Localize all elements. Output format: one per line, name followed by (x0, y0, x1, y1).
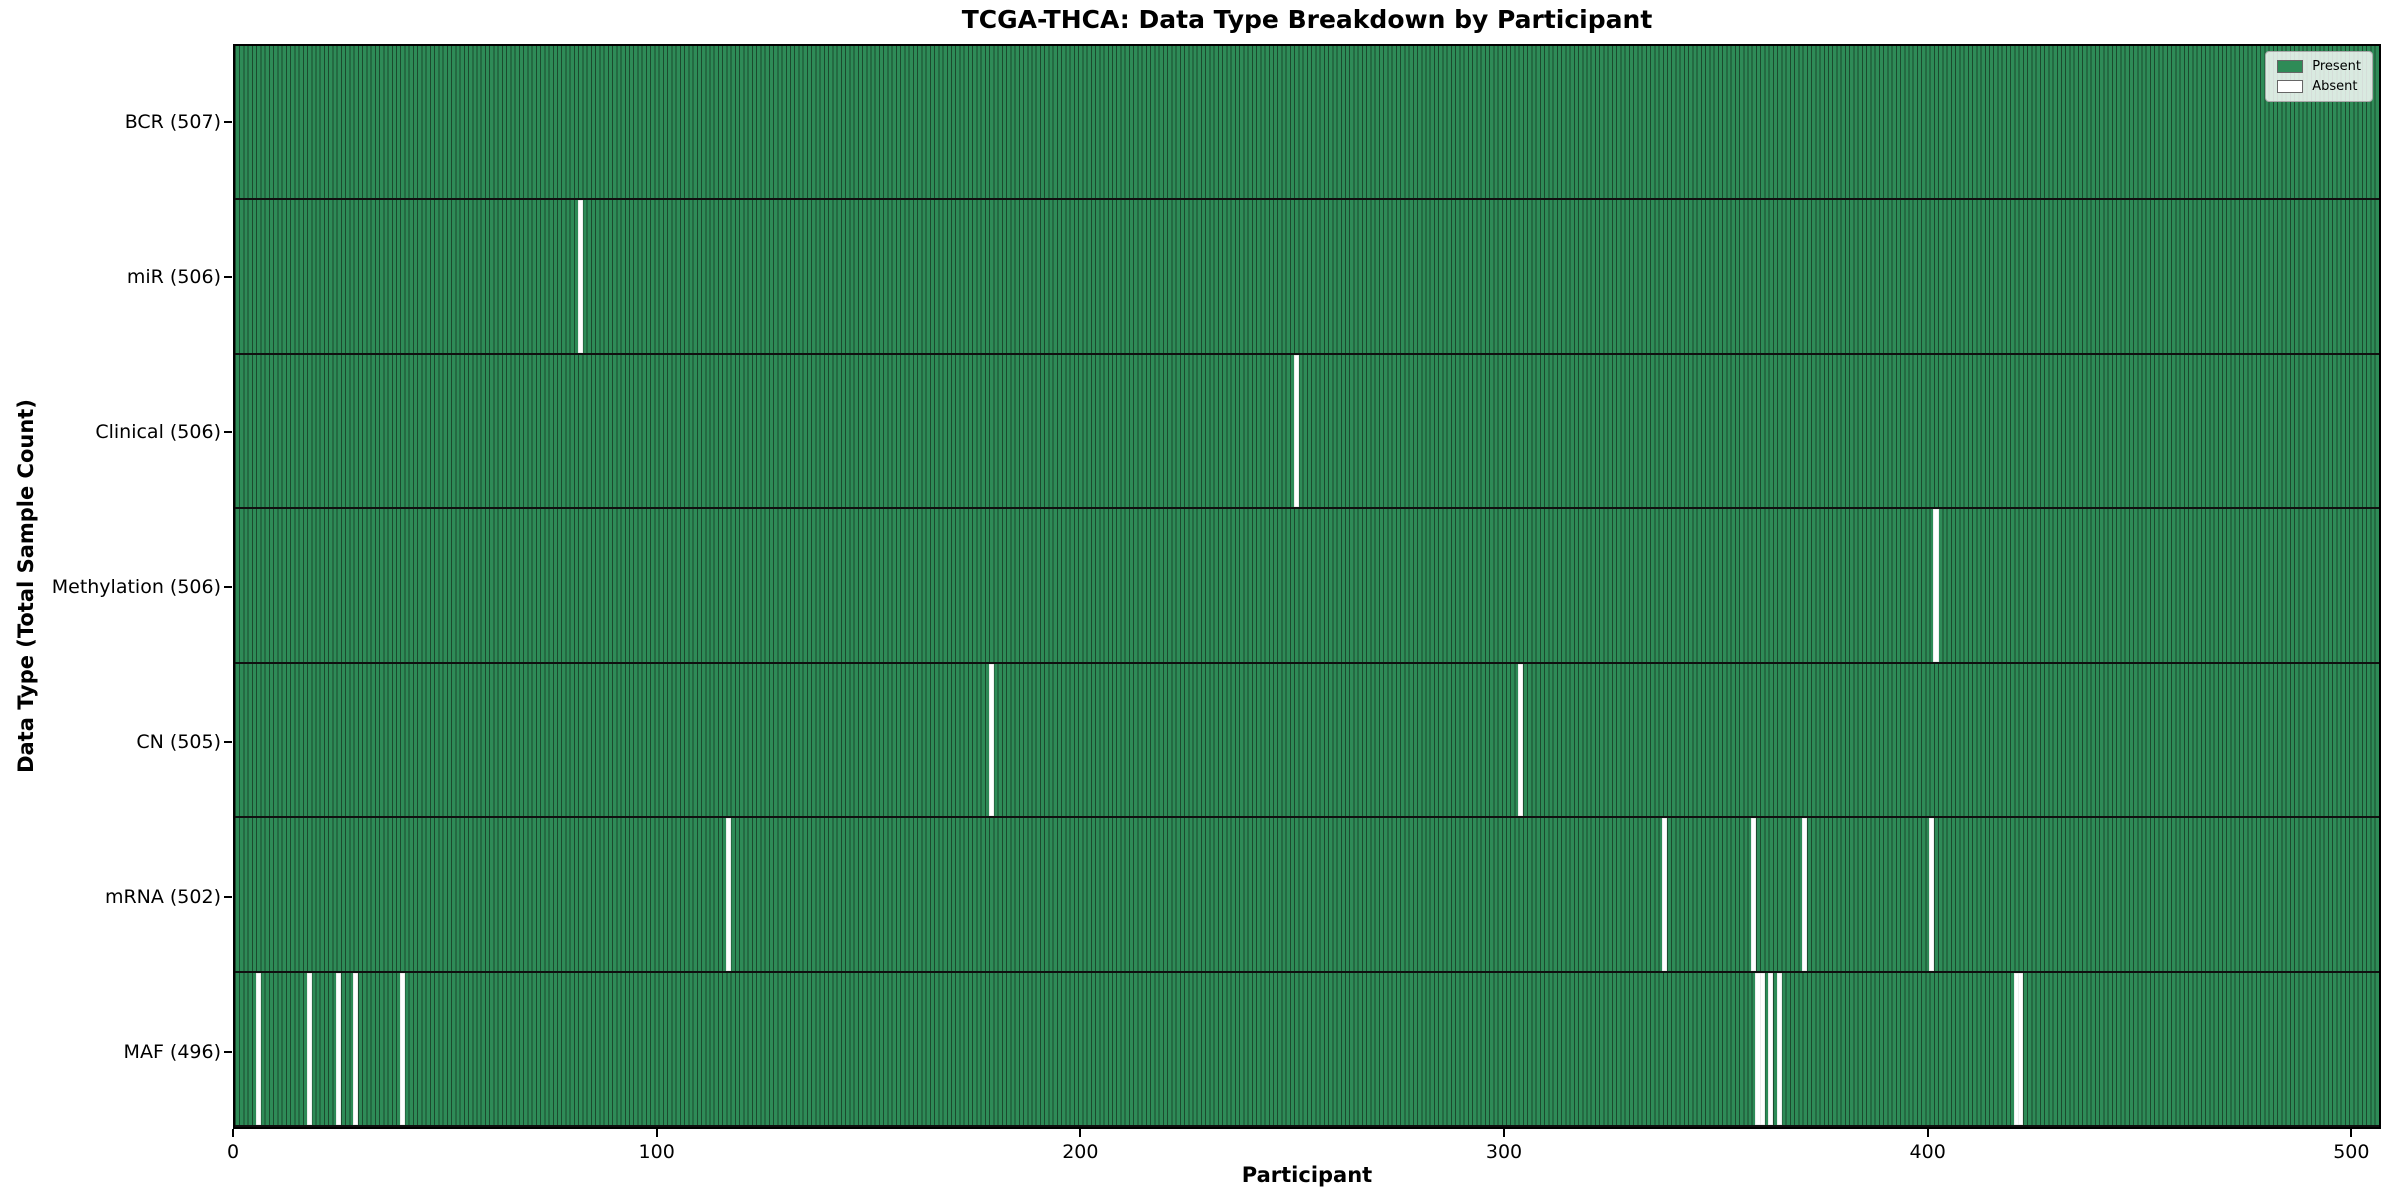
y-tick (224, 1050, 232, 1053)
x-tick (1926, 1129, 1929, 1137)
absent-stripe (725, 818, 732, 971)
x-tick (1079, 1129, 1082, 1137)
y-tick (224, 275, 232, 278)
absent-stripe (336, 972, 342, 1125)
x-tick (2350, 1129, 2353, 1137)
heatmap-row-Clinical (235, 354, 2379, 510)
heatmap-row-MAF (235, 972, 2379, 1127)
x-tick (1503, 1129, 1505, 1137)
y-tick-label: MAF (496) (123, 1040, 221, 1063)
absent-stripe (1751, 818, 1757, 971)
absent-stripe (1662, 818, 1668, 971)
absent-stripe (1768, 972, 1774, 1125)
x-tick (232, 1129, 234, 1137)
x-tick-label: 100 (638, 1141, 675, 1163)
absent-stripe (1293, 354, 1299, 508)
x-tick-label: 200 (1062, 1141, 1099, 1163)
heatmap-row-BCR (235, 46, 2379, 201)
absent-stripe (577, 200, 583, 353)
absent-stripe (1929, 818, 1935, 971)
x-tick-label: 400 (1909, 1141, 1946, 1163)
absent-stripe (988, 663, 994, 817)
y-axis-label: Data Type (Total Sample Count) (14, 399, 38, 773)
y-tick (224, 430, 232, 433)
x-tick-label: 500 (2333, 1141, 2370, 1163)
absent-stripe (353, 972, 359, 1125)
absent-stripe (1759, 972, 1765, 1125)
x-tick (655, 1129, 658, 1137)
absent-stripe (2018, 972, 2024, 1125)
absent-stripe (1518, 663, 1524, 817)
absent-stripe (1755, 972, 1761, 1125)
legend-label-absent: Absent (2312, 79, 2358, 94)
y-tick (224, 585, 232, 588)
y-tick-label: miR (506) (126, 265, 221, 288)
heatmap-row-mRNA (235, 818, 2379, 973)
chart-title: TCGA-THCA: Data Type Breakdown by Partic… (961, 5, 1653, 34)
legend-item-absent: Absent (2277, 79, 2361, 94)
absent-stripe (1802, 818, 1808, 971)
absent-stripe (1933, 509, 1939, 662)
absent-stripe (2013, 972, 2020, 1125)
x-tick-label: 300 (1485, 1141, 1523, 1163)
legend-swatch-absent-icon (2277, 80, 2304, 93)
y-tick (224, 895, 232, 898)
legend: Present Absent (2265, 51, 2373, 102)
absent-stripe (306, 972, 312, 1125)
x-tick-label: 0 (226, 1141, 240, 1163)
heatmap-row-miR (235, 200, 2379, 355)
absent-stripe (1776, 972, 1782, 1125)
plot-area: Present Absent (233, 44, 2381, 1129)
x-axis-label: Participant (1241, 1163, 1373, 1187)
heatmap-row-CN (235, 663, 2379, 819)
y-tick (224, 740, 232, 743)
y-tick (224, 120, 232, 123)
legend-label-present: Present (2312, 59, 2361, 74)
legend-swatch-present-icon (2277, 60, 2304, 73)
heatmap-row-Methylation (235, 509, 2379, 664)
absent-stripe (399, 972, 405, 1125)
legend-item-present: Present (2277, 59, 2361, 74)
y-tick-label: BCR (507) (124, 110, 221, 133)
absent-stripe (255, 972, 261, 1125)
y-tick-label: mRNA (502) (104, 885, 221, 908)
